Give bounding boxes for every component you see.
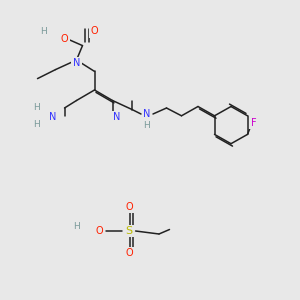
Text: O: O (125, 202, 133, 212)
Text: H: H (33, 103, 39, 112)
Text: N: N (113, 112, 121, 122)
Text: O: O (61, 34, 68, 44)
Text: H: H (40, 27, 47, 36)
Text: N: N (49, 112, 56, 122)
Text: F: F (251, 118, 256, 128)
Text: H: H (73, 222, 80, 231)
Text: N: N (143, 109, 151, 119)
Text: O: O (95, 226, 103, 236)
Text: H: H (144, 122, 150, 130)
Text: N: N (73, 58, 80, 68)
Text: O: O (125, 248, 133, 259)
Text: H: H (33, 120, 39, 129)
Text: S: S (125, 226, 133, 236)
Text: O: O (91, 26, 98, 37)
